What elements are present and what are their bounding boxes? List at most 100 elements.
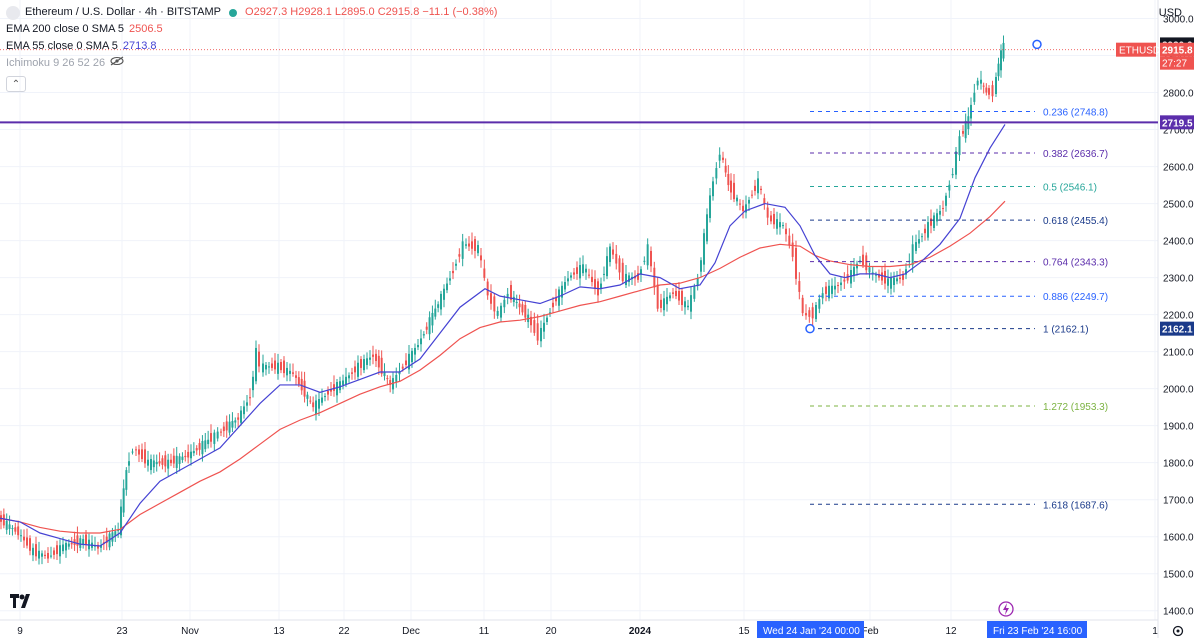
candle-body bbox=[198, 443, 201, 450]
candle-body bbox=[237, 417, 240, 420]
candle-body bbox=[345, 376, 347, 385]
candle-body bbox=[693, 286, 696, 299]
candle-body bbox=[715, 168, 718, 179]
candle-body bbox=[2, 514, 5, 526]
candle-body bbox=[246, 402, 248, 406]
candle-body bbox=[700, 260, 702, 272]
candle-body bbox=[190, 451, 192, 459]
candle-body bbox=[905, 269, 907, 275]
candle-body bbox=[377, 355, 380, 368]
x-tick-label: 15 bbox=[738, 626, 750, 637]
candle-body bbox=[122, 488, 125, 513]
fib-level-label: 1 (2162.1) bbox=[1043, 325, 1089, 336]
candle-body bbox=[155, 461, 158, 465]
candle-body bbox=[533, 320, 536, 333]
candle-body bbox=[555, 297, 557, 302]
tradingview-logo bbox=[10, 594, 34, 612]
candle-body bbox=[141, 449, 143, 459]
candle-body bbox=[339, 381, 341, 391]
candle-body bbox=[111, 532, 114, 542]
candle-body bbox=[175, 455, 178, 468]
x-tick-label: Dec bbox=[402, 626, 420, 637]
chart-legend: Ethereum / U.S. Dollar · 4h · BITSTAMP O… bbox=[6, 4, 497, 93]
candle-body bbox=[289, 370, 291, 374]
candle-body bbox=[603, 273, 605, 275]
candle-body bbox=[14, 527, 17, 532]
candle-body bbox=[653, 267, 656, 288]
candle-body bbox=[939, 210, 941, 215]
candle-body bbox=[138, 449, 140, 455]
candle-body bbox=[431, 312, 434, 326]
ema55-label[interactable]: EMA 55 close 0 SMA 5 bbox=[6, 40, 118, 52]
candle-body bbox=[684, 301, 686, 308]
candle-body bbox=[336, 381, 338, 396]
candle-body bbox=[161, 458, 164, 465]
candle-body bbox=[831, 285, 833, 294]
candle-body bbox=[625, 273, 627, 286]
candle-body bbox=[512, 296, 515, 303]
ichimoku-label[interactable]: Ichimoku 9 26 52 26 bbox=[6, 57, 106, 69]
candle-body bbox=[640, 269, 642, 275]
candle-body bbox=[20, 535, 22, 537]
candle-body bbox=[147, 459, 149, 466]
candle-body bbox=[425, 326, 428, 330]
candle-body bbox=[506, 293, 509, 297]
fib-level-label: 0.236 (2748.8) bbox=[1043, 107, 1108, 118]
candle-body bbox=[474, 239, 476, 251]
candle-body bbox=[582, 264, 584, 274]
ema55-line bbox=[0, 124, 1006, 547]
symbol-title[interactable]: Ethereum / U.S. Dollar · 4h · BITSTAMP bbox=[25, 6, 222, 18]
eye-hidden-icon[interactable] bbox=[110, 55, 124, 72]
candle-body bbox=[38, 550, 40, 559]
candle-body bbox=[312, 402, 315, 408]
candle-body bbox=[964, 120, 967, 139]
candle-body bbox=[736, 197, 738, 202]
candle-body bbox=[181, 456, 184, 460]
candle-body bbox=[742, 205, 744, 211]
candle-body bbox=[366, 358, 368, 365]
candle-body bbox=[763, 198, 766, 204]
currency-selector[interactable]: USD bbox=[1158, 7, 1182, 19]
candle-body bbox=[573, 272, 575, 275]
candle-body bbox=[207, 439, 210, 445]
candle-body bbox=[703, 233, 705, 265]
candle-body bbox=[997, 63, 1000, 77]
candle-body bbox=[420, 338, 422, 345]
candle-body bbox=[440, 293, 442, 310]
candle-body bbox=[818, 299, 821, 309]
candle-body bbox=[709, 195, 711, 219]
candle-body bbox=[167, 459, 170, 469]
fib-anchor-low bbox=[805, 323, 815, 334]
candle-body bbox=[815, 305, 817, 320]
candle-body bbox=[933, 215, 935, 229]
candle-body bbox=[449, 278, 451, 281]
symbol-tag-bg bbox=[1116, 42, 1156, 57]
resistance-price-tag: 2719.5 bbox=[1162, 118, 1193, 129]
fib-level-label: 0.886 (2249.7) bbox=[1043, 292, 1108, 303]
y-tick-label: 1500.0 bbox=[1163, 570, 1194, 581]
candle-body bbox=[828, 285, 830, 299]
candle-body bbox=[327, 390, 329, 395]
candle-body bbox=[570, 275, 572, 278]
candle-body bbox=[798, 281, 801, 292]
candle-body bbox=[621, 262, 624, 282]
collapse-legend-button[interactable]: ⌃ bbox=[6, 76, 26, 92]
candle-body bbox=[785, 228, 787, 235]
candle-body bbox=[295, 375, 297, 378]
candle-body bbox=[687, 305, 689, 308]
candle-body bbox=[958, 136, 961, 156]
ema200-label[interactable]: EMA 200 close 0 SMA 5 bbox=[6, 23, 125, 35]
candle-body bbox=[225, 421, 228, 431]
candle-body bbox=[47, 553, 49, 559]
candle-body bbox=[363, 359, 365, 371]
candle-body bbox=[681, 290, 683, 306]
candle-body bbox=[976, 80, 979, 86]
candle-body bbox=[706, 214, 708, 242]
candle-body bbox=[201, 441, 204, 455]
crosshair-time-label: Wed 24 Jan '24 00:00 bbox=[763, 626, 860, 637]
candle-body bbox=[380, 357, 383, 374]
candle-body bbox=[843, 279, 846, 282]
candle-body bbox=[11, 528, 14, 530]
candle-body bbox=[536, 323, 539, 341]
